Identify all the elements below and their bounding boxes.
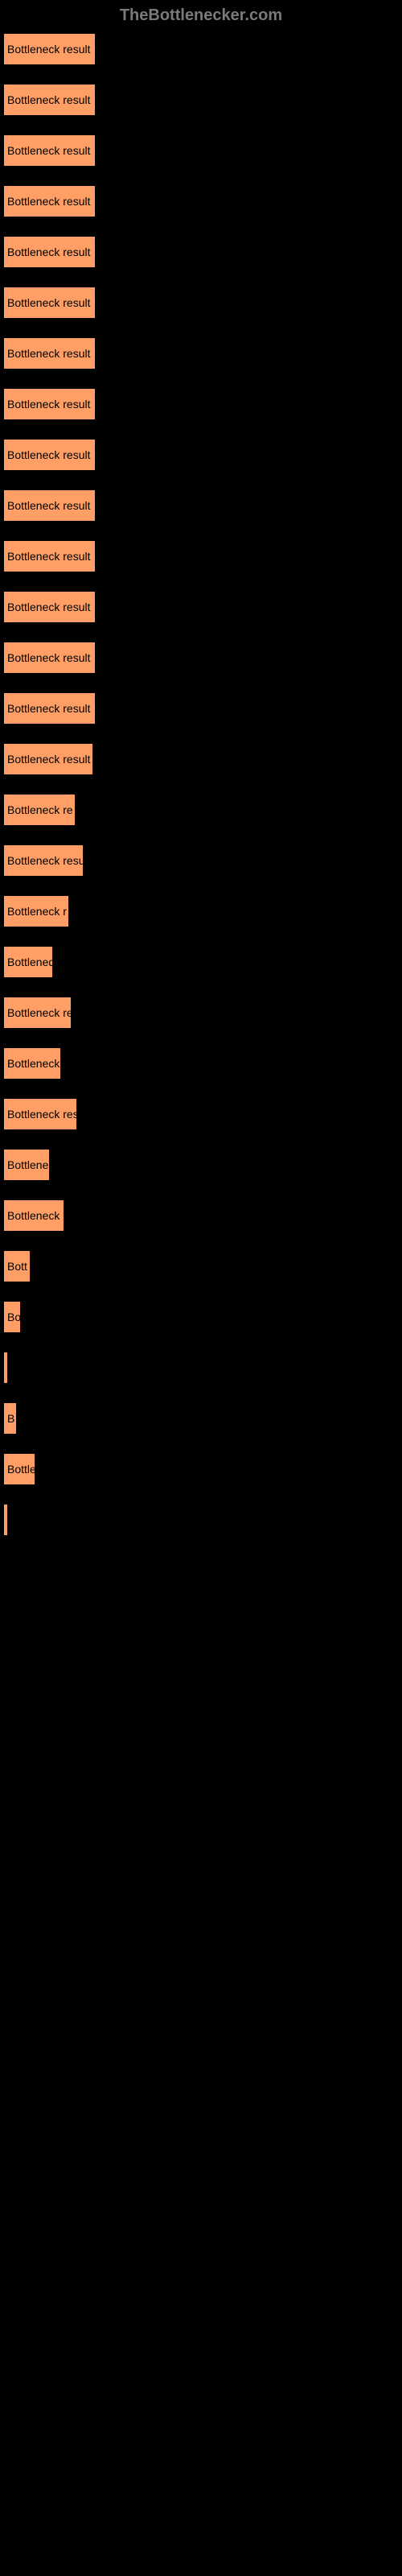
bar: Bottlened bbox=[3, 946, 53, 978]
bar-row: Bottleneck result bbox=[3, 540, 402, 572]
bar-row: Bottle bbox=[3, 1453, 402, 1485]
bar-row: Bottleneck res bbox=[3, 1098, 402, 1130]
bar-row: Bottleneck bbox=[3, 1199, 402, 1232]
bar: Bottleneck result bbox=[3, 540, 96, 572]
bar bbox=[3, 1504, 8, 1536]
bar-row: Bottleneck re bbox=[3, 997, 402, 1029]
bar: Bott bbox=[3, 1250, 31, 1282]
bar-row: Bottleneck bbox=[3, 1047, 402, 1080]
bar: Bottleneck result bbox=[3, 388, 96, 420]
bar: Bo bbox=[3, 1301, 21, 1333]
bar-row: Bottleneck result bbox=[3, 287, 402, 319]
bar: Bottleneck result bbox=[3, 439, 96, 471]
bar: Bottleneck result bbox=[3, 337, 96, 369]
bar: Bottleneck re bbox=[3, 997, 72, 1029]
bar: Bottleneck result bbox=[3, 844, 84, 877]
bar bbox=[3, 1352, 8, 1384]
bar: Bottleneck result bbox=[3, 591, 96, 623]
bar: Bottleneck result bbox=[3, 84, 96, 116]
bar-row: Bottleneck result bbox=[3, 185, 402, 217]
bar-row: Bottleneck r bbox=[3, 895, 402, 927]
bar: Bottleneck result bbox=[3, 33, 96, 65]
bar: Bottleneck result bbox=[3, 185, 96, 217]
bar: Bottleneck result bbox=[3, 134, 96, 167]
bar: Bottleneck result bbox=[3, 692, 96, 724]
bar: Bottleneck r bbox=[3, 895, 69, 927]
bar-row: Bottleneck result bbox=[3, 236, 402, 268]
bar: Bottleneck re bbox=[3, 794, 76, 826]
site-header: TheBottlenecker.com bbox=[0, 0, 402, 33]
bar-row: Bottlene bbox=[3, 1149, 402, 1181]
bar: Bottleneck result bbox=[3, 743, 93, 775]
bar: Bottleneck result bbox=[3, 287, 96, 319]
bar-row: Bottleneck re bbox=[3, 794, 402, 826]
bar: Bottleneck bbox=[3, 1199, 64, 1232]
bar-row: Bottleneck result bbox=[3, 844, 402, 877]
site-name: TheBottlenecker.com bbox=[120, 6, 282, 24]
bar: B bbox=[3, 1402, 17, 1435]
bar-row bbox=[3, 1504, 402, 1536]
bar-row: Bottleneck result bbox=[3, 489, 402, 522]
bar: Bottleneck bbox=[3, 1047, 61, 1080]
bar: Bottleneck result bbox=[3, 236, 96, 268]
bar: Bottleneck result bbox=[3, 489, 96, 522]
bar-row: Bottleneck result bbox=[3, 642, 402, 674]
bar-row: B bbox=[3, 1402, 402, 1435]
bar-row: Bottleneck result bbox=[3, 591, 402, 623]
bar-chart: Bottleneck result Bottleneck result Bottle… bbox=[0, 33, 402, 1536]
bar-row: Bottleneck result bbox=[3, 134, 402, 167]
bar-row: Bottleneck result bbox=[3, 33, 402, 65]
bar-row: Bo bbox=[3, 1301, 402, 1333]
bar-row: Bottleneck result bbox=[3, 388, 402, 420]
bar: Bottlene bbox=[3, 1149, 50, 1181]
bar-row bbox=[3, 1352, 402, 1384]
bar: Bottleneck res bbox=[3, 1098, 77, 1130]
bar-row: Bottleneck result bbox=[3, 743, 402, 775]
bar-row: Bottleneck result bbox=[3, 439, 402, 471]
bar-row: Bottlened bbox=[3, 946, 402, 978]
bar-row: Bottleneck result bbox=[3, 692, 402, 724]
bar-row: Bottleneck result bbox=[3, 84, 402, 116]
bar-row: Bottleneck result bbox=[3, 337, 402, 369]
bar: Bottle bbox=[3, 1453, 35, 1485]
bar-row: Bott bbox=[3, 1250, 402, 1282]
bar: Bottleneck result bbox=[3, 642, 96, 674]
